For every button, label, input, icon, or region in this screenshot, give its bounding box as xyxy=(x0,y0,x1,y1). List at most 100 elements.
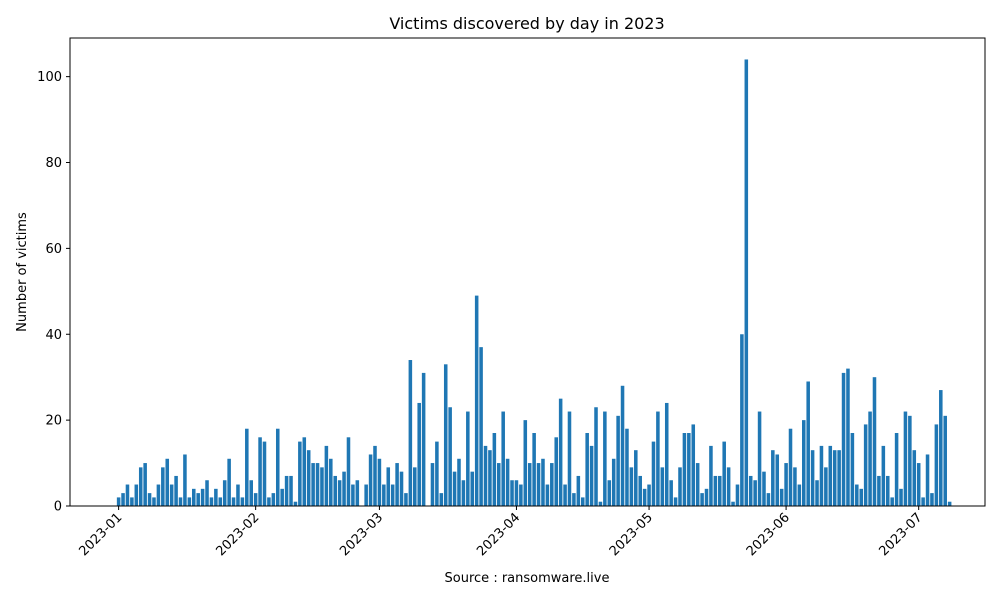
y-tick-label: 100 xyxy=(37,70,62,85)
bar xyxy=(488,450,492,506)
bar xyxy=(921,497,925,506)
bar xyxy=(479,347,483,506)
bar xyxy=(470,471,475,506)
bar xyxy=(519,484,523,506)
bar xyxy=(293,501,298,506)
bar xyxy=(227,458,231,506)
bar xyxy=(828,445,833,506)
bar xyxy=(700,493,704,506)
bar xyxy=(779,488,784,506)
bar xyxy=(651,441,656,506)
bar xyxy=(284,475,289,506)
bar xyxy=(474,295,479,506)
bar xyxy=(280,488,284,506)
bar xyxy=(859,488,863,506)
bar xyxy=(713,475,718,506)
bar xyxy=(762,471,766,506)
bar xyxy=(912,450,917,506)
bar xyxy=(939,390,943,506)
bar xyxy=(585,433,589,506)
bar xyxy=(448,407,452,506)
bar xyxy=(236,484,240,506)
bar xyxy=(660,467,665,506)
bar xyxy=(430,463,435,506)
bar xyxy=(899,488,903,506)
bars-group xyxy=(116,59,952,506)
bar xyxy=(373,445,377,506)
bar xyxy=(589,445,594,506)
bar xyxy=(439,493,444,506)
bar xyxy=(382,484,386,506)
bar xyxy=(125,484,130,506)
bar xyxy=(152,497,156,506)
bar xyxy=(249,480,253,506)
bar xyxy=(855,484,859,506)
bar xyxy=(726,467,731,506)
bar xyxy=(824,467,828,506)
bar xyxy=(620,385,625,506)
bar xyxy=(545,484,550,506)
bar xyxy=(165,458,170,506)
bar xyxy=(916,463,921,506)
bar xyxy=(209,497,214,506)
bar xyxy=(558,398,563,506)
bar xyxy=(934,424,939,506)
bar xyxy=(492,433,497,506)
bar xyxy=(311,463,315,506)
y-axis-label: Number of victims xyxy=(15,212,30,332)
bar xyxy=(603,411,607,506)
bar xyxy=(664,402,669,506)
bar xyxy=(580,497,585,506)
bar xyxy=(872,377,877,506)
y-axis: 0 20 40 60 80 100 xyxy=(37,70,70,515)
bar xyxy=(709,445,713,506)
bar xyxy=(390,484,395,506)
bar xyxy=(466,411,470,506)
bar xyxy=(810,450,815,506)
bar xyxy=(408,360,413,506)
bar xyxy=(642,488,647,506)
bar xyxy=(678,467,682,506)
bar xyxy=(315,463,320,506)
bar xyxy=(138,467,143,506)
bar xyxy=(718,475,722,506)
y-tick-label: 40 xyxy=(45,328,62,343)
bar xyxy=(178,497,183,506)
bar xyxy=(815,480,819,506)
bar xyxy=(943,415,947,506)
bar xyxy=(846,368,850,506)
bar xyxy=(722,441,726,506)
bar xyxy=(771,450,775,506)
bar xyxy=(894,433,899,506)
bar xyxy=(616,415,620,506)
bar xyxy=(523,420,528,506)
bar xyxy=(461,480,466,506)
bar xyxy=(925,454,930,506)
bar xyxy=(903,411,908,506)
bar xyxy=(868,411,872,506)
bar xyxy=(214,488,218,506)
bar xyxy=(147,493,152,506)
bar xyxy=(497,463,501,506)
bar xyxy=(704,488,709,506)
bar xyxy=(532,433,536,506)
bar xyxy=(607,480,612,506)
bar xyxy=(457,458,461,506)
bar xyxy=(342,471,346,506)
bar xyxy=(452,471,457,506)
bar xyxy=(793,467,797,506)
bar xyxy=(629,467,634,506)
chart-title: Victims discovered by day in 2023 xyxy=(389,14,664,33)
bar xyxy=(744,59,749,506)
bar xyxy=(695,463,700,506)
bar xyxy=(187,497,192,506)
bar xyxy=(337,480,342,506)
bar xyxy=(271,493,276,506)
bar xyxy=(302,437,307,506)
bar xyxy=(735,484,740,506)
bar xyxy=(682,433,687,506)
bar xyxy=(386,467,391,506)
bar xyxy=(572,493,576,506)
